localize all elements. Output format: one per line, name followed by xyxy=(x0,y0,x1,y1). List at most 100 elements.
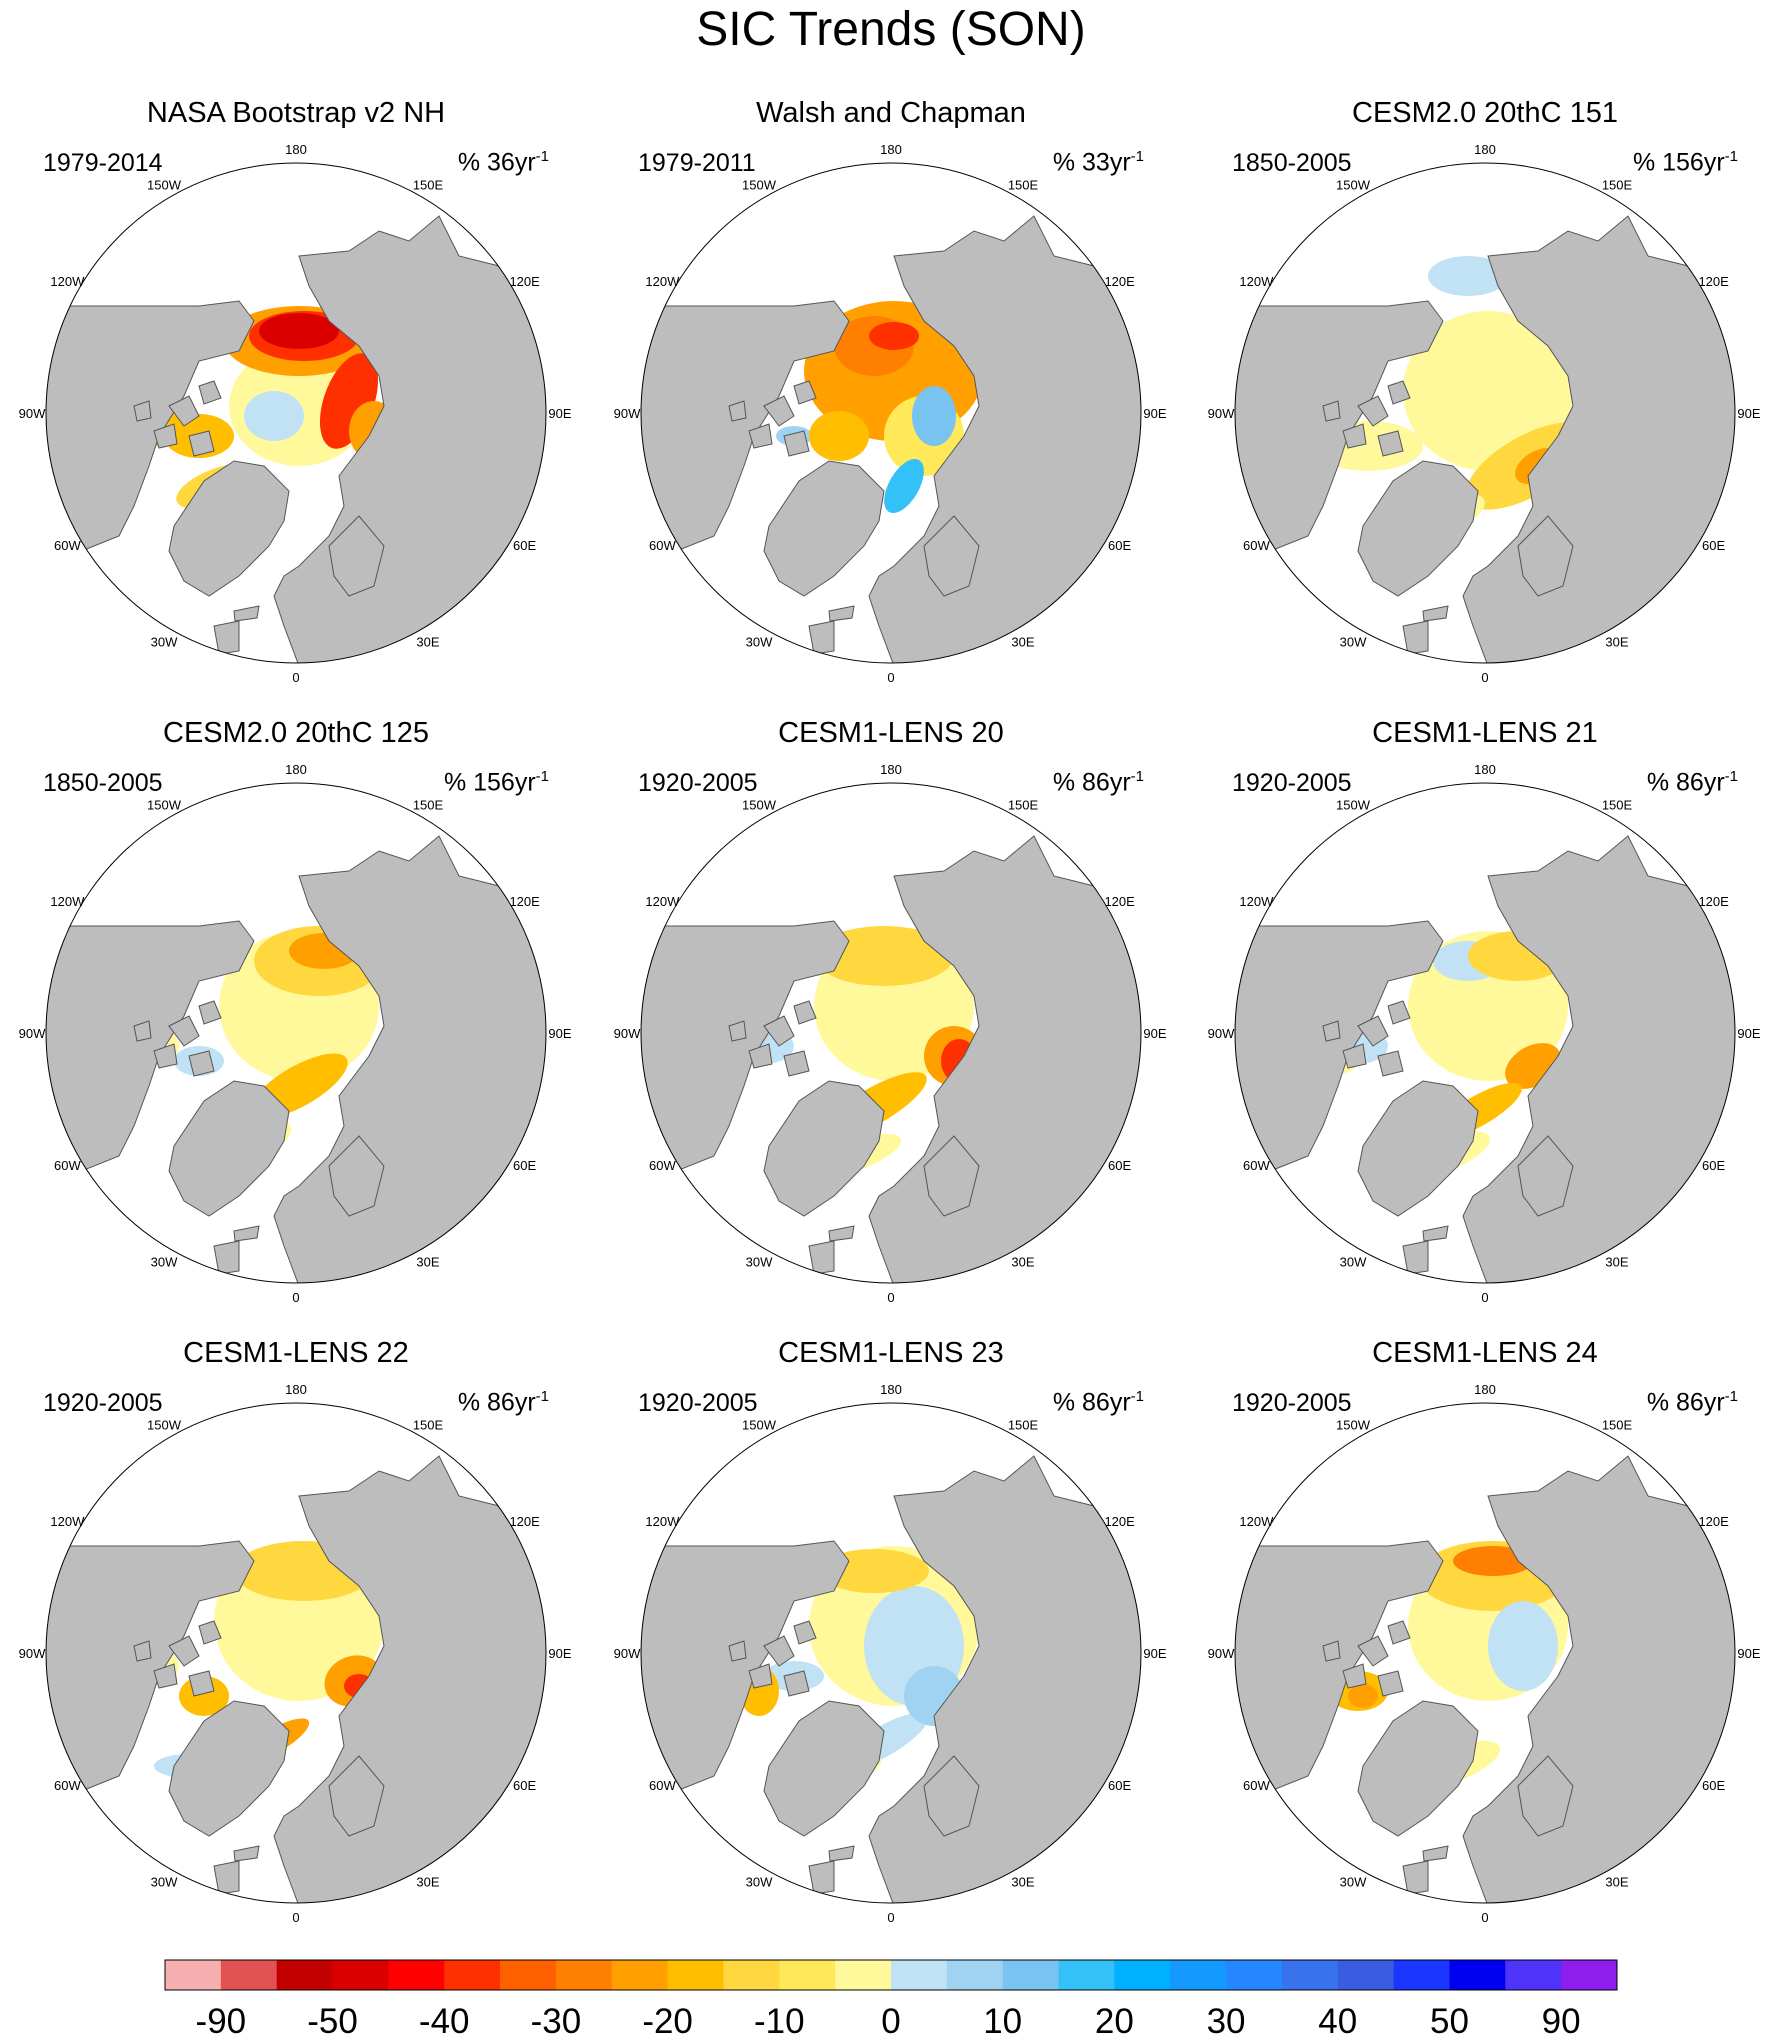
panel-period: 1850-2005 xyxy=(43,769,163,797)
polar-map: 180 150E 120E 90E 60E 30E 0 30W 60W 90W 120W 150W xyxy=(19,1382,572,1925)
sea-ice-trend-region xyxy=(1488,1601,1558,1691)
map-boundary xyxy=(45,162,547,664)
land-mass xyxy=(328,1755,385,1837)
panel-trend-units: % 86yr-1 xyxy=(1052,768,1144,797)
map-panel: 180 150E 120E 90E 60E 30E 0 30W 60W 90W 120W 150W CE… xyxy=(594,717,1188,1346)
longitude-label: 120E xyxy=(1104,274,1135,289)
land-mass xyxy=(1357,1700,1479,1837)
longitude-label: 30W xyxy=(1340,1875,1367,1890)
colorbar-swatch xyxy=(1114,1960,1171,1990)
longitude-label: 90E xyxy=(1737,1646,1760,1661)
island xyxy=(793,380,817,405)
panel-trend-units: % 86yr-1 xyxy=(1646,1388,1738,1417)
longitude-label: 30W xyxy=(151,635,178,650)
panel-trend-units: % 86yr-1 xyxy=(457,1388,549,1417)
island xyxy=(748,1663,773,1689)
longitude-label: 60E xyxy=(513,1778,536,1793)
panel-title: CESM1-LENS 22 xyxy=(183,1337,409,1369)
longitude-label: 180 xyxy=(880,1382,902,1397)
island xyxy=(763,395,795,427)
longitude-label: 90E xyxy=(1143,406,1166,421)
longitude-label: 120E xyxy=(1104,894,1135,909)
longitude-label: 30E xyxy=(1011,1875,1034,1890)
longitude-label: 150W xyxy=(1336,797,1371,812)
colorbar-label: 0 xyxy=(881,2002,900,2041)
land-mass xyxy=(763,460,885,597)
longitude-label: 90E xyxy=(1143,1646,1166,1661)
colorbar-swatch xyxy=(723,1960,780,1990)
land-mass xyxy=(168,1700,290,1837)
colorbar-swatch xyxy=(946,1960,1004,1990)
land-mass xyxy=(328,515,385,597)
island xyxy=(763,1015,795,1047)
longitude-label: 120E xyxy=(1698,274,1729,289)
longitude-label: 120E xyxy=(509,894,540,909)
colorbar-swatch xyxy=(1226,1960,1283,1990)
longitude-label: 60W xyxy=(1243,1778,1270,1793)
island xyxy=(153,1043,178,1069)
longitude-label: 120W xyxy=(1239,274,1274,289)
land-mass xyxy=(328,1135,385,1217)
figure-title: SIC Trends (SON) xyxy=(696,3,1086,56)
island xyxy=(793,1000,817,1025)
polar-map: 180 150E 120E 90E 60E 30E 0 30W 60W 90W 120W 150W xyxy=(19,762,572,1305)
island xyxy=(168,1015,200,1047)
island xyxy=(198,380,222,405)
longitude-label: 150E xyxy=(1602,797,1633,812)
land-mass xyxy=(923,515,980,597)
polar-map: 180 150E 120E 90E 60E 30E 0 30W 60W 90W 120W 150W xyxy=(1208,1382,1761,1925)
longitude-label: 90W xyxy=(19,1026,46,1041)
colorbar-label: 40 xyxy=(1318,2002,1357,2041)
longitude-label: 60E xyxy=(1108,538,1131,553)
map-boundary xyxy=(45,782,547,1284)
colorbar-swatch xyxy=(1281,1960,1339,1990)
island xyxy=(1322,400,1341,422)
land-mass xyxy=(923,1755,980,1837)
longitude-label: 0 xyxy=(887,670,894,685)
land-mass xyxy=(168,460,290,597)
island xyxy=(783,430,810,457)
longitude-label: 60W xyxy=(1243,1158,1270,1173)
longitude-label: 90W xyxy=(1208,406,1235,421)
colorbar-swatch xyxy=(220,1960,278,1990)
land-mass xyxy=(1517,1135,1574,1217)
island xyxy=(198,1000,222,1025)
land-mass xyxy=(763,1080,885,1217)
longitude-label: 30W xyxy=(1340,635,1367,650)
longitude-label: 150W xyxy=(742,797,777,812)
sea-ice-trend-region xyxy=(1403,311,1573,471)
longitude-label: 60E xyxy=(513,538,536,553)
longitude-label: 120W xyxy=(50,894,85,909)
panel-title: CESM1-LENS 21 xyxy=(1372,717,1598,749)
longitude-label: 90W xyxy=(614,406,641,421)
longitude-label: 30E xyxy=(1605,1875,1628,1890)
map-boundary xyxy=(640,162,1142,664)
colorbar-swatch xyxy=(444,1960,501,1990)
map-boundary xyxy=(1234,782,1736,1284)
longitude-label: 90E xyxy=(548,406,571,421)
longitude-label: 180 xyxy=(1474,142,1496,157)
island xyxy=(1387,1620,1411,1645)
longitude-label: 60E xyxy=(1702,1158,1725,1173)
colorbar-label: -90 xyxy=(196,2002,247,2041)
land-mass xyxy=(923,1135,980,1217)
colorbar-swatch xyxy=(1561,1960,1618,1990)
longitude-label: 30E xyxy=(416,1875,439,1890)
longitude-label: 30W xyxy=(746,1255,773,1270)
map-panel: 180 150E 120E 90E 60E 30E 0 30W 60W 90W 120W 150W NA… xyxy=(0,97,593,726)
map-panel: 180 150E 120E 90E 60E 30E 0 30W 60W 90W 120W 150W CE… xyxy=(1188,97,1782,726)
sea-ice-trend-region xyxy=(869,322,919,350)
panel-title: CESM1-LENS 20 xyxy=(778,717,1004,749)
longitude-label: 60W xyxy=(54,538,81,553)
map-panel: 180 150E 120E 90E 60E 30E 0 30W 60W 90W 120W 150W Wa… xyxy=(594,97,1188,726)
colorbar-swatch xyxy=(891,1960,948,1990)
longitude-label: 90W xyxy=(19,406,46,421)
island xyxy=(133,400,152,422)
longitude-label: 30W xyxy=(151,1875,178,1890)
colorbar-label: 30 xyxy=(1207,2002,1246,2041)
panel-title: NASA Bootstrap v2 NH xyxy=(146,97,446,129)
longitude-label: 150W xyxy=(1336,1417,1371,1432)
longitude-label: 90W xyxy=(19,1646,46,1661)
colorbar-label: -20 xyxy=(642,2002,693,2041)
island xyxy=(783,1670,810,1697)
